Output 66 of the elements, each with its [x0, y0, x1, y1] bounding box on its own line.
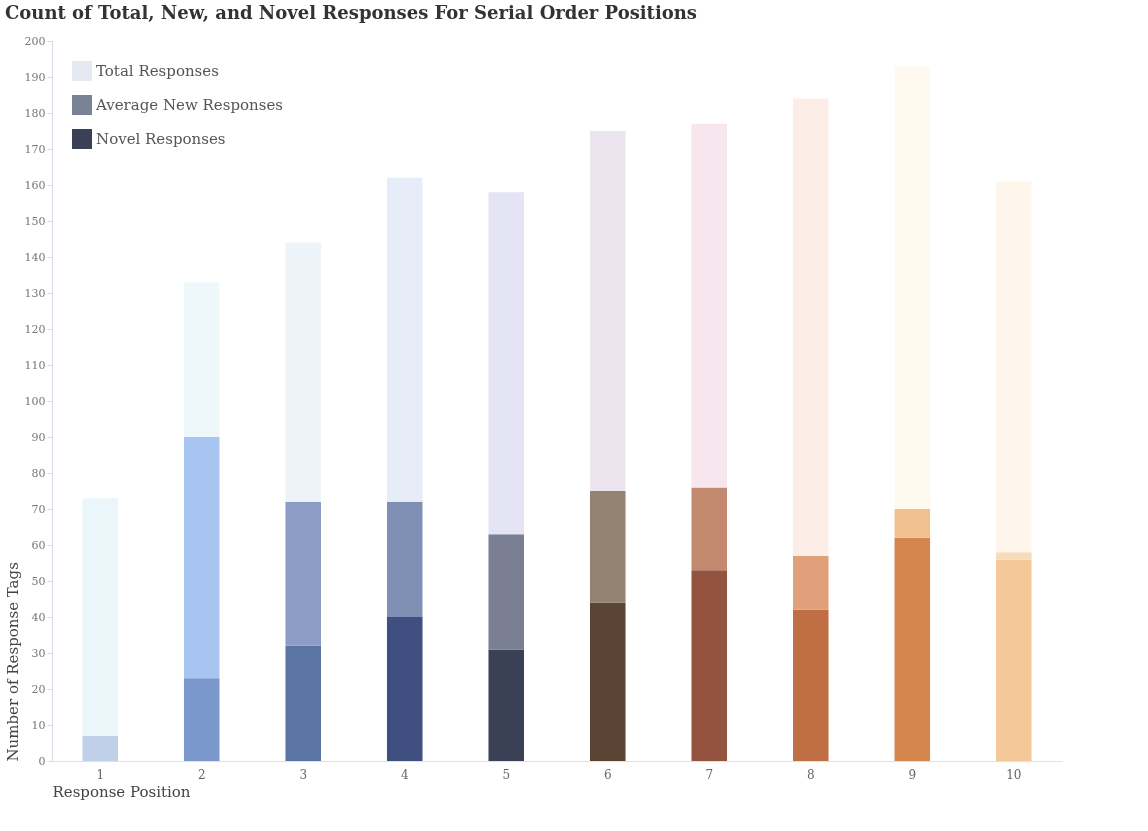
bar: [793, 609, 829, 761]
bar: [793, 555, 829, 610]
bar: [691, 123, 728, 488]
bar: [488, 534, 525, 650]
x-tick-label: 10: [1006, 767, 1022, 782]
y-tick-label: 20: [31, 682, 46, 696]
bar: [894, 66, 931, 509]
bar: [82, 735, 118, 761]
bar: [183, 678, 220, 761]
y-tick-label: 0: [38, 754, 46, 768]
y-tick-label: 160: [24, 178, 46, 192]
chart-title: Count of Total, New, and Novel Responses For Serial Order Positions: [5, 2, 697, 23]
y-axis-title: Number of Response Tags: [3, 562, 22, 762]
y-tick-label: 170: [24, 142, 46, 156]
bar: [894, 537, 931, 761]
y-tick-label: 180: [24, 106, 46, 120]
y-tick-label: 50: [31, 574, 46, 588]
y-tick-label: 190: [24, 70, 46, 84]
x-tick-label: 8: [806, 767, 815, 782]
legend-label: Average New Responses: [95, 96, 283, 114]
x-tick-label: 6: [603, 767, 612, 782]
bar: [183, 437, 220, 679]
x-axis-title: Response Position: [52, 782, 191, 801]
x-tick-label: 1: [96, 767, 105, 782]
bar: [285, 242, 321, 502]
bar: [793, 98, 829, 556]
y-tick-label: 110: [24, 358, 46, 372]
x-tick-label: 2: [197, 767, 206, 782]
x-tick-label: 4: [400, 767, 409, 782]
bar: [386, 501, 423, 617]
bar: [488, 649, 525, 761]
bar: [691, 487, 728, 571]
bar: [894, 509, 931, 538]
bar: [285, 501, 321, 646]
legend-label: Total Responses: [96, 62, 219, 80]
bar: [386, 617, 423, 761]
y-tick-label: 120: [24, 322, 46, 336]
y-tick-label: 70: [31, 502, 46, 516]
y-tick-label: 130: [24, 286, 46, 300]
bar: [691, 570, 728, 761]
bar: [82, 498, 118, 736]
bar: [996, 181, 1032, 553]
y-tick-label: 200: [24, 34, 46, 48]
x-tick-label: 9: [908, 767, 917, 782]
y-tick-label: 90: [31, 430, 46, 444]
bar: [589, 491, 626, 603]
y-tick-label: 100: [24, 394, 46, 408]
y-tick-label: 40: [31, 610, 46, 624]
legend-label: Novel Responses: [96, 130, 226, 148]
x-tick-label: 3: [299, 767, 308, 782]
bar: [996, 552, 1032, 560]
bar: [488, 192, 525, 535]
bar: [183, 282, 220, 437]
y-tick-label: 30: [31, 646, 46, 660]
y-tick-label: 140: [24, 250, 46, 264]
x-tick-label: 5: [502, 767, 511, 782]
bar: [386, 177, 423, 502]
bar: [589, 131, 626, 491]
bar: [285, 645, 321, 761]
x-tick-label: 7: [705, 767, 714, 782]
y-tick-label: 80: [31, 466, 46, 480]
y-tick-label: 10: [31, 718, 46, 732]
y-tick-label: 60: [31, 538, 46, 552]
bar: [996, 559, 1032, 761]
y-tick-label: 150: [24, 214, 46, 228]
bar: [589, 602, 626, 761]
